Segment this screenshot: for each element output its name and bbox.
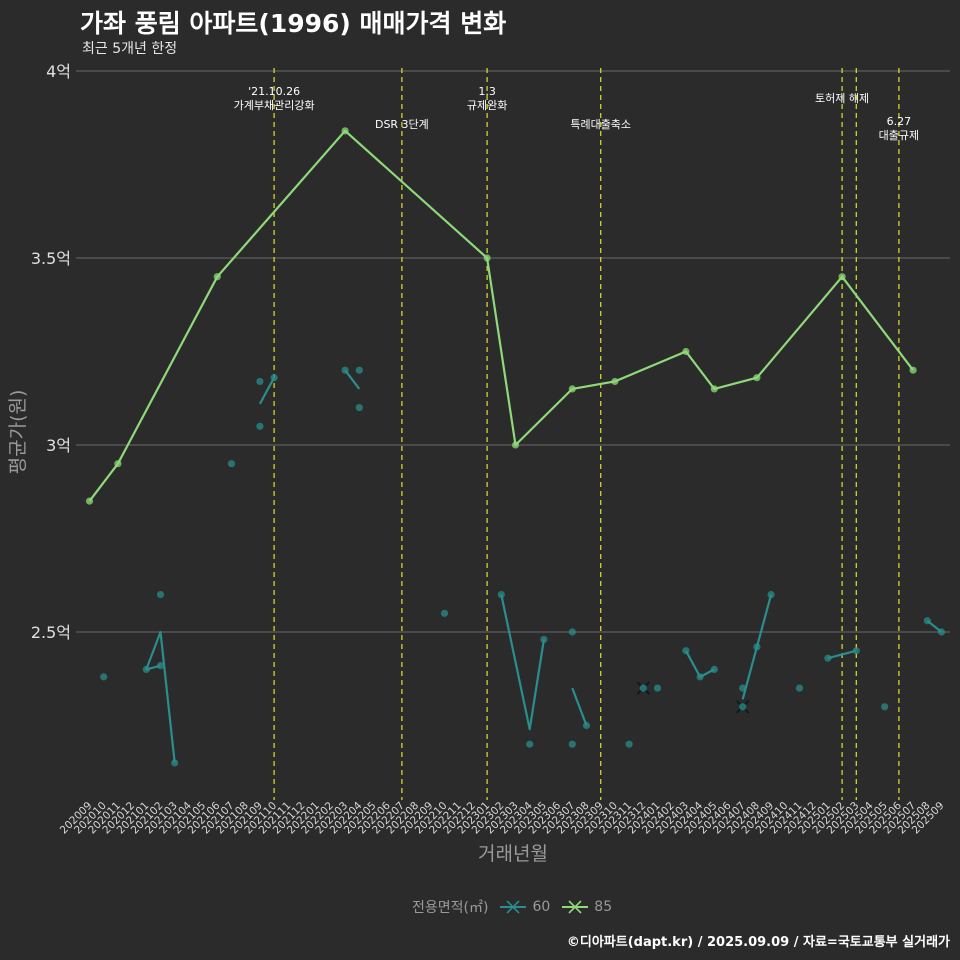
legend-label-60: 60 [532, 899, 551, 915]
series-85-line [88, 129, 914, 502]
series-85-point [682, 347, 690, 356]
series-60-point [923, 617, 931, 625]
source-footer: ©디아파트(dapt.kr) / 2025.09.09 / 자료=국토교통부 실… [566, 935, 950, 950]
series-60-point [682, 647, 690, 655]
series-60-point [355, 366, 363, 374]
series-60-line [500, 594, 545, 731]
chart-title: 가좌 풍림 아파트(1996) 매매가격 변화 [80, 9, 507, 38]
series-85-point [909, 366, 917, 374]
series-85-point [611, 377, 619, 386]
event-label: 6.27 [887, 115, 912, 128]
series-60-point [852, 647, 860, 655]
legend-label-85: 85 [594, 899, 613, 915]
series-85-point [85, 497, 94, 505]
series-60-line [571, 687, 588, 726]
series-60-line [827, 649, 857, 660]
series-60-point [795, 684, 804, 692]
series-85-point [568, 385, 576, 393]
series-60-point [497, 591, 505, 599]
series-60-point [156, 662, 165, 670]
series-60-point [355, 404, 363, 412]
series-60-point [625, 740, 633, 748]
cross-point [739, 703, 747, 711]
series-60-point [526, 740, 534, 748]
legend-item-60: 60 [498, 899, 550, 915]
series-85-point [710, 385, 718, 393]
series-60-point [440, 609, 449, 617]
y-tick-label: 3.5억 [31, 249, 71, 268]
y-tick-label: 2.5억 [31, 623, 71, 642]
axes: 2.5억3억3.5억4억2020092020102020112020122021… [7, 62, 947, 865]
series-60-point [100, 673, 108, 681]
cross-point [639, 684, 647, 692]
series-60-point [256, 422, 264, 430]
legend: 전용면적(㎡) 60 85 [412, 897, 612, 917]
series-60-point [171, 759, 179, 767]
series-85-point [753, 374, 761, 382]
series-60-point [696, 673, 704, 681]
series-85-point [511, 441, 520, 449]
series-60-line [684, 650, 715, 678]
series-60-point [142, 665, 150, 674]
series-60-point [824, 654, 832, 662]
event-label: 특례대출축소 [570, 118, 631, 131]
series-60-point [753, 643, 761, 651]
series-85-point [213, 273, 221, 281]
event-label: 1.3 [478, 85, 496, 98]
series-60-point [653, 684, 662, 692]
event-label: 토허제 해제 [815, 91, 869, 105]
series-85-point [483, 254, 491, 262]
event-label: 규제완화 [467, 99, 507, 112]
y-axis-title: 평균가(원) [7, 390, 29, 475]
series-60-point [341, 366, 349, 374]
legend-item-85: 85 [560, 899, 612, 915]
series-60-point [710, 665, 718, 674]
series-60-point [156, 591, 165, 599]
x-axis-title: 거래년월 [478, 843, 548, 865]
series-60-point [767, 591, 775, 599]
series-60-point [568, 740, 576, 748]
series-60-point [540, 635, 548, 644]
series-60-point [227, 460, 236, 468]
series-60-point [582, 721, 591, 730]
y-tick-label: 3억 [46, 436, 71, 455]
series-60-line [258, 377, 276, 405]
series-60-line [344, 369, 361, 390]
legend-key-85-icon [562, 900, 589, 914]
series-60-point [937, 628, 946, 636]
event-label: DSR 3단계 [375, 118, 429, 131]
event-label: 대출규제 [879, 129, 919, 142]
series-60-cross-marker [735, 700, 750, 714]
series-60-point [739, 684, 747, 692]
chart-subtitle: 최근 5개년 한정 [82, 41, 178, 57]
series-60-point [270, 374, 278, 382]
series-85-point [114, 460, 122, 468]
series-60-point [881, 703, 889, 711]
series-85-point [838, 273, 846, 281]
legend-key-60-icon [500, 900, 527, 914]
series-60-point [568, 628, 576, 636]
event-label: 가계부채관리강화 [234, 99, 315, 112]
series-85-point [341, 127, 349, 135]
gridlines [76, 70, 950, 633]
series-60-line [145, 630, 176, 764]
series-60-point [256, 377, 264, 386]
series-layer [85, 127, 946, 767]
legend-title: 전용면적(㎡) [412, 900, 489, 916]
y-tick-label: 4억 [46, 62, 71, 81]
event-label: '21.10.26 [248, 85, 300, 98]
series-60-cross-marker [636, 681, 651, 695]
